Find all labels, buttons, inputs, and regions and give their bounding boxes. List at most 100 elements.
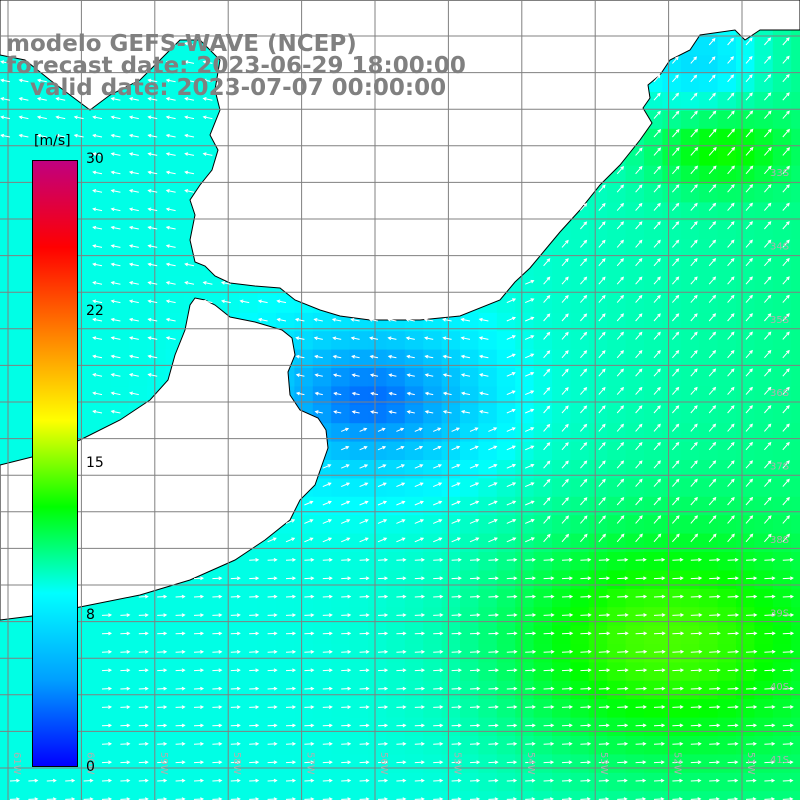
wind-arrow [708, 165, 717, 175]
wind-arrow-head [420, 741, 425, 746]
field-cell [349, 349, 369, 369]
wind-arrow [616, 221, 624, 230]
wind-arrow [782, 184, 790, 193]
field-cell [441, 772, 461, 792]
field-cell [625, 184, 645, 203]
wind-arrow-head [512, 298, 517, 302]
wind-arrow-head [512, 537, 517, 541]
field-cell [717, 533, 737, 553]
wind-arrow-head [767, 405, 772, 409]
field-cell [717, 110, 737, 130]
wind-arrow-head [638, 368, 643, 373]
wind-arrow [708, 460, 716, 469]
field-cell [588, 588, 608, 608]
wind-arrow [389, 374, 397, 377]
wind-arrow-head [693, 239, 698, 244]
wind-arrow-head [749, 257, 753, 262]
wind-arrow-head [786, 257, 790, 262]
wind-arrow [782, 669, 794, 672]
field-cell [460, 368, 479, 387]
wind-arrow [414, 464, 423, 469]
wind-arrow-head [712, 239, 717, 244]
wind-arrow-head [713, 146, 717, 151]
wind-arrow-head [786, 331, 790, 336]
wind-arrow [561, 460, 569, 469]
wind-arrow-head [675, 128, 680, 133]
field-cell [92, 312, 111, 332]
field-cell [699, 772, 719, 792]
wind-arrow [561, 632, 573, 635]
field-cell [515, 294, 535, 314]
field-cell [128, 276, 148, 295]
field-cell [165, 276, 185, 295]
wind-arrow-head [327, 464, 332, 468]
wind-arrow [451, 446, 460, 451]
wind-arrow [764, 595, 775, 598]
wind-arrow-head [730, 368, 735, 373]
field-cell [0, 717, 19, 737]
wind-arrow-head [310, 760, 315, 765]
field-cell [460, 496, 479, 516]
field-cell [257, 699, 277, 719]
wind-arrow [709, 614, 720, 616]
wind-arrow-head [546, 368, 551, 373]
field-cell [588, 570, 608, 590]
wind-arrow-head [675, 460, 680, 465]
field-cell [92, 680, 111, 700]
field-cell [625, 717, 645, 737]
wind-arrow-head [347, 760, 352, 765]
field-cell [680, 110, 700, 130]
wind-arrow-head [71, 778, 76, 783]
wind-arrow-head [456, 482, 461, 486]
field-cell [386, 349, 406, 369]
wind-arrow [727, 423, 735, 432]
wind-arrow-head [730, 349, 735, 354]
wind-arrow [617, 632, 628, 635]
field-cell [570, 239, 590, 259]
wind-arrow [414, 501, 424, 506]
wind-arrow [185, 97, 195, 101]
wind-arrow-head [749, 533, 754, 538]
wind-arrow [543, 534, 551, 543]
field-cell [662, 165, 682, 185]
wind-arrow-head [731, 515, 735, 520]
field-cell [570, 496, 590, 516]
wind-arrow-head [716, 594, 721, 599]
field-cell [772, 92, 792, 111]
wind-arrow [93, 281, 103, 285]
wind-arrow-head [693, 257, 698, 262]
wind-arrow-head [73, 115, 78, 120]
wind-arrow [580, 515, 588, 524]
wind-arrow-head [601, 368, 606, 373]
field-cell [588, 607, 608, 627]
wind-arrow [708, 515, 717, 524]
wind-arrow [543, 669, 554, 672]
wind-arrow-head [587, 686, 592, 691]
wind-arrow-head [16, 778, 21, 783]
wind-arrow [341, 446, 349, 451]
wind-arrow-head [292, 778, 297, 783]
wind-arrow-head [92, 409, 97, 414]
wind-arrow-head [384, 649, 389, 654]
field-cell [791, 147, 800, 167]
wind-arrow-head [457, 537, 462, 541]
wind-arrow [506, 500, 516, 506]
wind-arrow-head [546, 515, 551, 520]
field-cell [754, 478, 774, 498]
wind-arrow-head [200, 760, 205, 765]
field-cell [331, 791, 351, 800]
field-cell [404, 570, 424, 590]
wind-arrow-head [694, 460, 698, 465]
wind-arrow-head [383, 537, 388, 541]
field-cell [92, 276, 111, 295]
wind-arrow-head [236, 594, 241, 599]
wind-arrow [635, 632, 647, 635]
wind-arrow [598, 221, 606, 230]
field-cell [478, 478, 498, 498]
wind-arrow [672, 387, 679, 395]
wind-arrow [277, 300, 287, 304]
wind-arrow-head [460, 373, 465, 377]
wind-arrow-head [255, 705, 260, 709]
field-cell [349, 607, 369, 627]
field-cell [368, 588, 387, 608]
